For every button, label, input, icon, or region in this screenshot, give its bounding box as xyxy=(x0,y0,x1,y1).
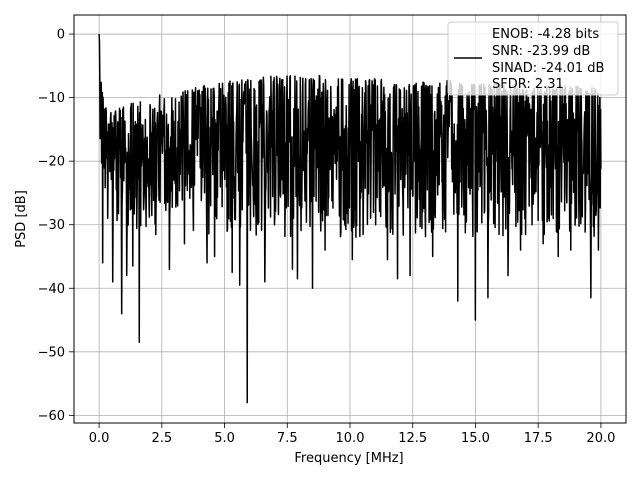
y-axis-label: PSD [dB] xyxy=(14,190,29,248)
x-tick-label: 17.5 xyxy=(524,431,553,446)
x-tick-label: 20.0 xyxy=(586,431,615,446)
x-tick-label: 15.0 xyxy=(461,431,490,446)
legend-entry-sfdr: SFDR: 2.31 xyxy=(492,77,564,92)
legend: ENOB: -4.28 bits SNR: -23.99 dB SINAD: -… xyxy=(447,21,619,96)
y-tick-label: −40 xyxy=(38,282,65,297)
x-tick-label: 0.0 xyxy=(89,431,110,446)
legend-entry-enob: ENOB: -4.28 bits xyxy=(492,27,599,42)
y-tick-label: −20 xyxy=(38,155,65,170)
y-tick-label: −30 xyxy=(38,218,65,233)
plot-frame xyxy=(73,14,627,424)
legend-entry-snr: SNR: -23.99 dB xyxy=(492,44,590,59)
y-tick-label: 0 xyxy=(57,28,65,43)
y-tick-label: −60 xyxy=(38,409,65,424)
x-axis-label: Frequency [MHz] xyxy=(294,451,403,466)
x-tick-label: 7.5 xyxy=(277,431,298,446)
x-tick-label: 2.5 xyxy=(151,431,172,446)
x-tick-label: 10.0 xyxy=(336,431,365,446)
y-tick-label: −50 xyxy=(38,345,65,360)
legend-box xyxy=(447,21,619,96)
x-axis-ticks: 0.0 2.5 5.0 7.5 10.0 12.5 15.0 17.5 20.0 xyxy=(89,423,615,446)
x-tick-label: 5.0 xyxy=(214,431,235,446)
x-tick-label: 12.5 xyxy=(398,431,427,446)
y-tick-label: −10 xyxy=(38,91,65,106)
y-axis-ticks: 0 −10 −20 −30 −40 −50 −60 xyxy=(38,28,74,424)
legend-entry-sinad: SINAD: -24.01 dB xyxy=(492,61,604,76)
